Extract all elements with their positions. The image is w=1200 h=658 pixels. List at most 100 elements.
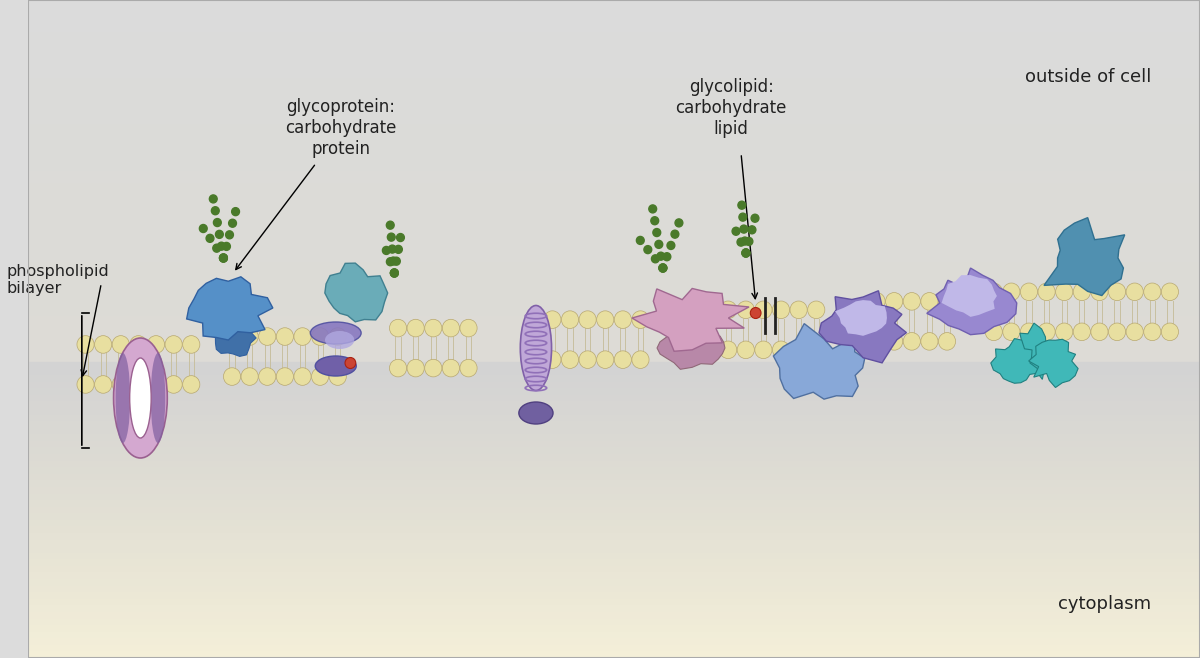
Bar — [28, 72, 1200, 79]
Circle shape — [702, 301, 719, 318]
Circle shape — [166, 336, 182, 353]
Circle shape — [868, 332, 886, 350]
Circle shape — [77, 376, 94, 393]
Bar — [28, 579, 1200, 586]
Circle shape — [751, 215, 758, 222]
Ellipse shape — [521, 305, 552, 390]
Circle shape — [636, 236, 644, 244]
Circle shape — [1091, 323, 1108, 341]
Circle shape — [95, 376, 112, 393]
Circle shape — [390, 359, 407, 377]
Circle shape — [276, 328, 294, 345]
Bar — [28, 632, 1200, 638]
Bar — [28, 145, 1200, 151]
Circle shape — [407, 319, 425, 337]
Bar — [28, 500, 1200, 507]
Circle shape — [596, 311, 614, 328]
Circle shape — [390, 269, 398, 277]
Circle shape — [938, 332, 955, 350]
Circle shape — [738, 201, 745, 209]
Bar — [28, 342, 1200, 349]
Circle shape — [650, 216, 659, 225]
Bar — [28, 20, 1200, 26]
Bar — [28, 467, 1200, 474]
Bar — [28, 474, 1200, 480]
Bar — [28, 303, 1200, 309]
Bar — [28, 99, 1200, 105]
Circle shape — [667, 241, 674, 249]
Bar — [28, 132, 1200, 138]
Circle shape — [655, 240, 662, 248]
Circle shape — [112, 376, 130, 393]
Bar — [28, 487, 1200, 494]
Bar — [28, 283, 1200, 290]
Circle shape — [742, 249, 750, 257]
Circle shape — [259, 328, 276, 345]
Bar — [28, 184, 1200, 191]
Circle shape — [220, 254, 227, 262]
Circle shape — [214, 218, 221, 226]
Bar — [28, 428, 1200, 434]
Circle shape — [220, 254, 227, 262]
Bar — [28, 408, 1200, 415]
Circle shape — [755, 301, 772, 318]
Circle shape — [294, 328, 311, 345]
Bar — [28, 204, 1200, 211]
Bar — [28, 599, 1200, 605]
Polygon shape — [926, 268, 1016, 335]
Polygon shape — [820, 291, 906, 363]
Bar — [28, 540, 1200, 546]
Circle shape — [745, 238, 752, 245]
Polygon shape — [632, 288, 749, 351]
Ellipse shape — [115, 353, 130, 443]
Circle shape — [737, 238, 745, 246]
Circle shape — [886, 293, 902, 310]
Text: cytoplasm: cytoplasm — [1058, 595, 1151, 613]
Circle shape — [755, 341, 772, 359]
Circle shape — [671, 230, 679, 238]
Circle shape — [148, 376, 164, 393]
Circle shape — [206, 234, 214, 242]
Circle shape — [985, 283, 1002, 301]
Bar — [28, 368, 1200, 375]
Bar — [28, 566, 1200, 572]
Circle shape — [229, 219, 236, 227]
Bar — [28, 375, 1200, 382]
Bar — [28, 651, 1200, 658]
Bar — [28, 546, 1200, 553]
Circle shape — [217, 242, 226, 250]
Circle shape — [1126, 283, 1144, 301]
Circle shape — [223, 368, 241, 386]
Bar — [28, 572, 1200, 579]
Bar — [28, 257, 1200, 263]
Bar — [28, 178, 1200, 184]
Circle shape — [652, 255, 659, 263]
Polygon shape — [1014, 323, 1060, 380]
Circle shape — [425, 319, 442, 337]
Circle shape — [425, 359, 442, 377]
Circle shape — [808, 341, 824, 359]
Bar — [28, 355, 1200, 362]
Circle shape — [460, 319, 478, 337]
Bar — [28, 217, 1200, 224]
Circle shape — [740, 237, 749, 245]
Circle shape — [390, 257, 397, 265]
Bar — [28, 33, 1200, 39]
Bar — [28, 243, 1200, 250]
Circle shape — [659, 264, 667, 272]
Circle shape — [212, 244, 221, 252]
Circle shape — [662, 253, 671, 261]
Circle shape — [920, 293, 938, 310]
Polygon shape — [942, 275, 997, 317]
Circle shape — [460, 359, 478, 377]
Circle shape — [544, 351, 560, 368]
Circle shape — [95, 336, 112, 353]
Circle shape — [396, 234, 404, 241]
Circle shape — [220, 254, 227, 262]
Bar — [28, 388, 1200, 395]
Circle shape — [383, 247, 390, 255]
Bar — [28, 118, 1200, 125]
Ellipse shape — [114, 338, 167, 458]
Bar — [28, 401, 1200, 408]
Bar — [28, 13, 1200, 20]
